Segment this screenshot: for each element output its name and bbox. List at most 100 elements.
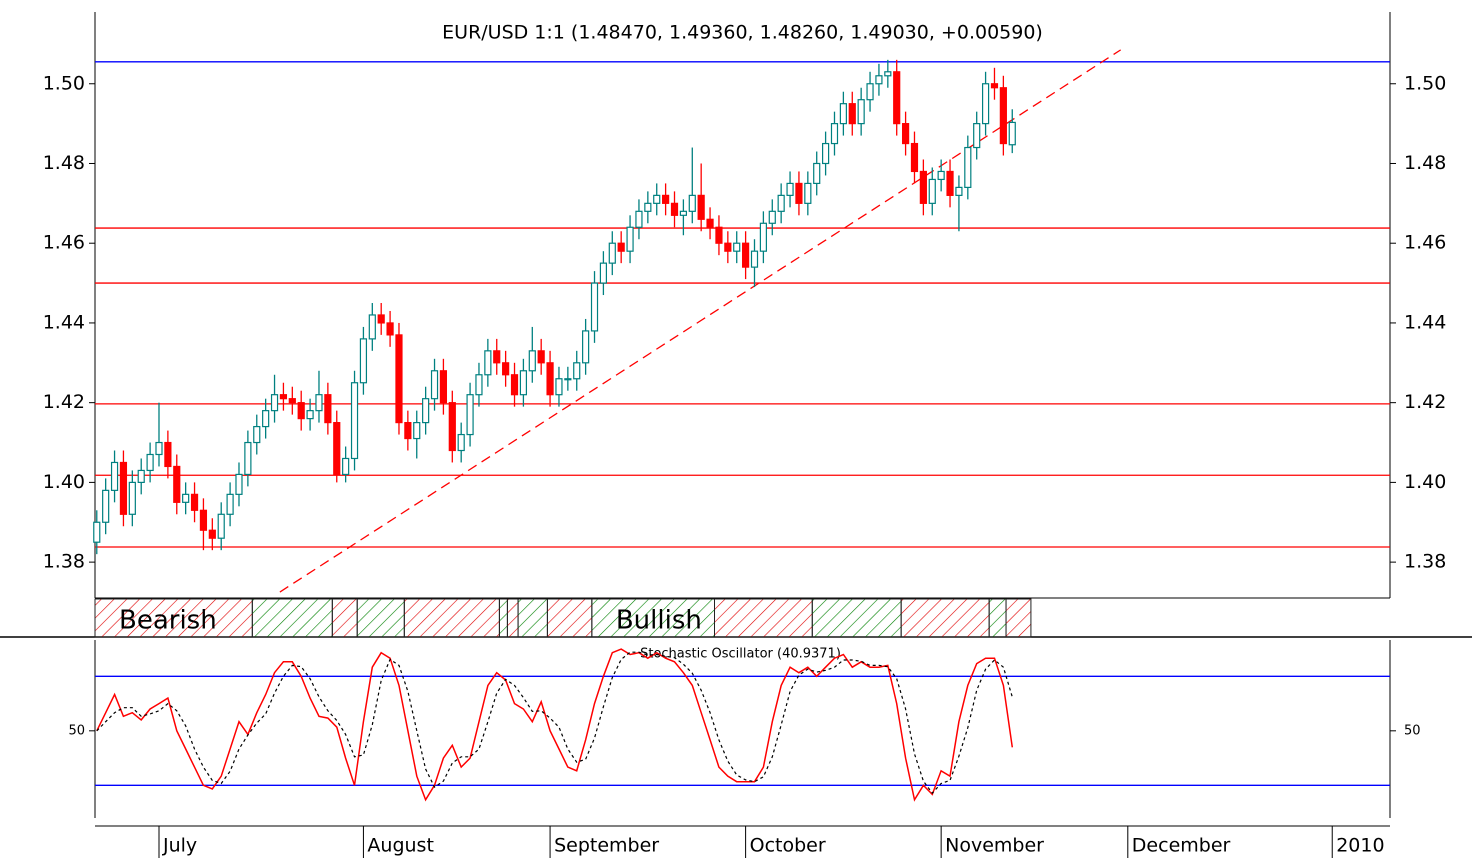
candle-body bbox=[279, 394, 288, 400]
candle-body bbox=[884, 71, 892, 77]
candle-body bbox=[715, 226, 723, 244]
y-tick-label-right: 50 bbox=[1404, 723, 1421, 738]
candle-body bbox=[288, 398, 296, 404]
candle-body bbox=[946, 170, 954, 196]
candle-body bbox=[466, 394, 474, 436]
candle-body bbox=[457, 433, 465, 452]
chart-title: EUR/USD 1:1 (1.48470, 1.49360, 1.48260, … bbox=[442, 22, 1043, 44]
candle-body bbox=[377, 314, 385, 324]
candle-body bbox=[999, 87, 1007, 145]
candle-body bbox=[208, 529, 216, 539]
candle-body bbox=[768, 210, 776, 224]
candle-body bbox=[386, 322, 394, 336]
candle-body bbox=[866, 83, 874, 101]
y-tick-label-right: 1.48 bbox=[1404, 152, 1446, 174]
candle-body bbox=[235, 473, 243, 495]
candle-body bbox=[759, 222, 767, 252]
trend-label: Bullish bbox=[616, 606, 702, 636]
y-tick-label: 1.50 bbox=[43, 72, 85, 94]
candle-body bbox=[537, 350, 545, 364]
candle-body bbox=[662, 194, 670, 204]
candle-body bbox=[128, 481, 136, 515]
x-tick-label: November bbox=[945, 835, 1044, 857]
candle-body bbox=[164, 441, 172, 468]
candle-body bbox=[901, 123, 910, 145]
candle-body bbox=[93, 521, 101, 543]
candle-body bbox=[484, 350, 492, 376]
candle-body bbox=[608, 242, 616, 264]
candle-body bbox=[644, 202, 652, 212]
candle-body bbox=[244, 441, 252, 476]
candle-body bbox=[679, 210, 687, 216]
candle-body bbox=[528, 350, 536, 372]
candle-body bbox=[510, 374, 519, 396]
candle-body bbox=[155, 441, 163, 456]
candle-body bbox=[653, 194, 661, 204]
y-tick-label-right: 1.38 bbox=[1404, 551, 1446, 573]
y-tick-label: 1.48 bbox=[43, 152, 85, 174]
candle-body bbox=[333, 421, 341, 476]
candle-body bbox=[742, 242, 750, 268]
candle-body bbox=[786, 182, 794, 196]
candle-body bbox=[342, 457, 350, 476]
candle-body bbox=[964, 146, 972, 189]
x-tick-label: December bbox=[1132, 835, 1231, 857]
trend-segment bbox=[714, 598, 813, 638]
candle-body bbox=[217, 513, 225, 539]
candle-body bbox=[546, 362, 554, 396]
candle-body bbox=[777, 194, 785, 212]
candle-body bbox=[413, 421, 421, 440]
trend-segment bbox=[811, 598, 902, 638]
y-tick-label: 1.38 bbox=[43, 551, 85, 573]
candle-body bbox=[750, 250, 759, 268]
candle-body bbox=[146, 453, 154, 472]
candle-body bbox=[226, 493, 234, 515]
candle-body bbox=[359, 338, 368, 384]
candle-body bbox=[822, 142, 830, 165]
x-tick-label: August bbox=[367, 835, 434, 857]
trend-segment bbox=[591, 598, 716, 638]
x-tick-label: 2010 bbox=[1336, 835, 1384, 857]
trend-segment bbox=[1005, 598, 1032, 638]
candle-body bbox=[928, 178, 936, 204]
candle-body bbox=[1008, 121, 1016, 146]
candle-body bbox=[599, 262, 608, 284]
candle-body bbox=[981, 83, 990, 125]
y-tick-label-right: 1.44 bbox=[1404, 311, 1446, 333]
candle-body bbox=[493, 350, 501, 364]
trend-label: Bearish bbox=[119, 606, 217, 636]
candle-body bbox=[937, 170, 945, 181]
y-tick-label: 1.42 bbox=[43, 391, 85, 413]
trend-segment bbox=[251, 598, 333, 638]
candle-body bbox=[590, 282, 599, 332]
candle-body bbox=[857, 99, 865, 125]
candle-body bbox=[430, 370, 439, 400]
candle-body bbox=[706, 218, 714, 228]
y-tick-label: 1.46 bbox=[43, 232, 85, 254]
candle-body bbox=[626, 226, 634, 252]
trend-segment bbox=[900, 598, 990, 638]
candle-body bbox=[448, 402, 456, 452]
candle-body bbox=[199, 509, 208, 531]
oscillator-line bbox=[96, 651, 1013, 795]
candle-body bbox=[297, 402, 305, 420]
candle-body bbox=[733, 242, 741, 252]
candle-body bbox=[564, 378, 572, 381]
candle-body bbox=[617, 242, 625, 252]
candle-body bbox=[582, 330, 590, 364]
trend-segment bbox=[498, 598, 508, 638]
candle-body bbox=[182, 493, 190, 503]
candle-body bbox=[119, 461, 128, 515]
candle-body bbox=[697, 194, 705, 220]
candle-body bbox=[919, 170, 927, 204]
trend-segment bbox=[517, 598, 548, 638]
trend-segment bbox=[546, 598, 593, 638]
candle-body bbox=[270, 394, 279, 412]
candle-body bbox=[635, 210, 643, 228]
candle-body bbox=[670, 202, 679, 216]
candle-body bbox=[973, 123, 981, 149]
candle-body bbox=[688, 194, 696, 212]
y-tick-label-right: 1.50 bbox=[1404, 72, 1446, 94]
candle-body bbox=[893, 71, 901, 125]
